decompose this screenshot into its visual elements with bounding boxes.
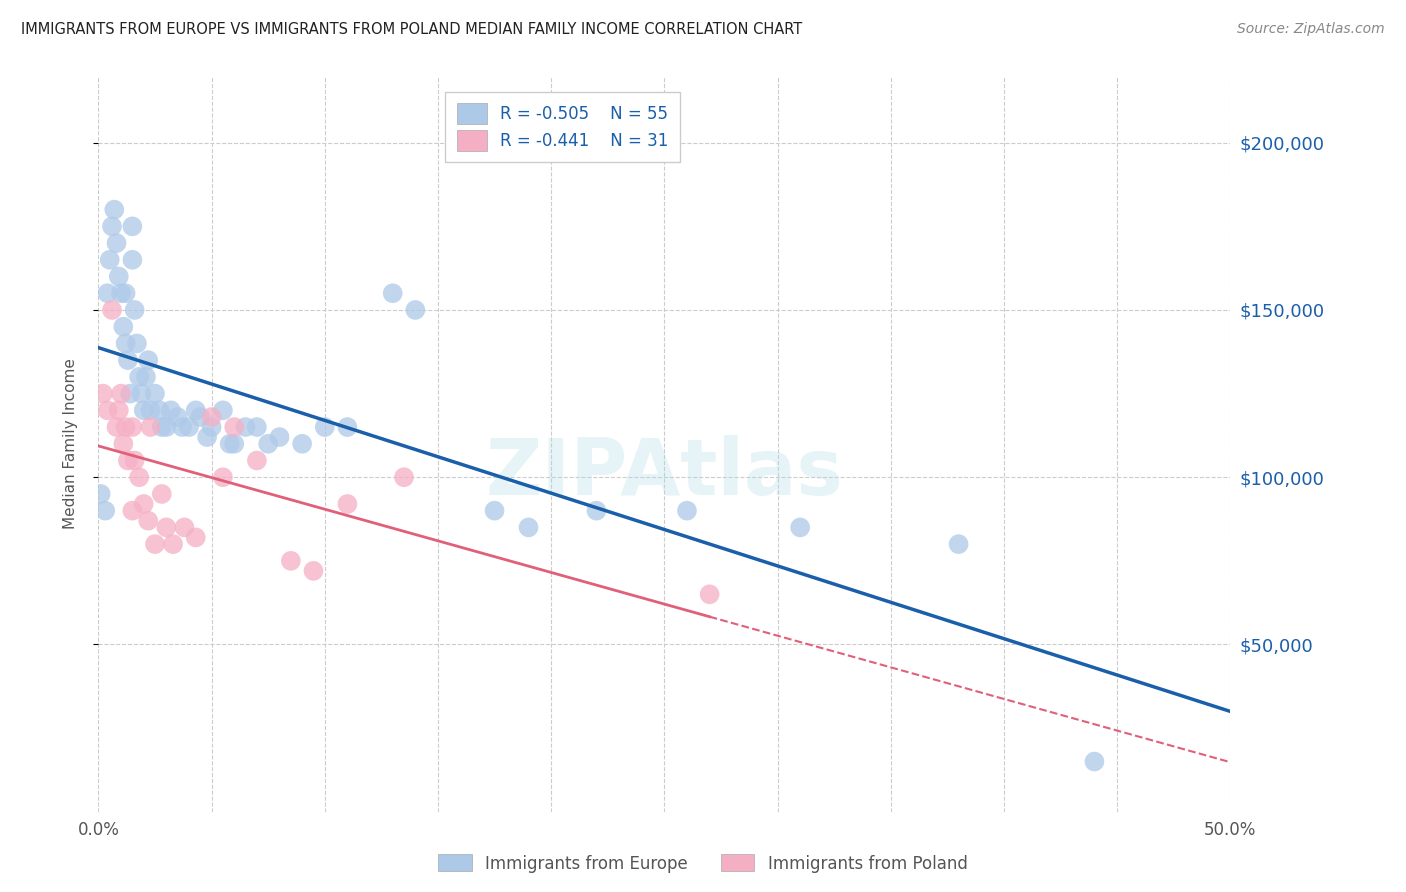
Point (235, 420, 257, 434)
Point (101, 303, 124, 318)
Point (246, 453, 269, 467)
Point (136, 353, 159, 368)
Point (155, 520, 177, 534)
Point (224, 420, 246, 434)
Point (257, 436, 280, 450)
Point (173, 520, 195, 534)
Point (132, 497, 155, 511)
Text: ZIPAtlas: ZIPAtlas (485, 435, 844, 511)
Point (120, 386, 142, 401)
Point (160, 403, 183, 417)
Point (224, 436, 246, 450)
Point (110, 286, 132, 301)
Point (139, 420, 162, 434)
Point (392, 470, 415, 484)
Point (177, 420, 200, 434)
Point (404, 303, 426, 318)
Point (128, 369, 150, 384)
Point (148, 403, 170, 417)
Point (136, 514, 159, 528)
Point (150, 420, 173, 434)
Text: Source: ZipAtlas.com: Source: ZipAtlas.com (1237, 22, 1385, 37)
Point (150, 487, 173, 501)
Point (91, 386, 114, 401)
Point (96, 403, 118, 417)
Point (269, 430, 291, 444)
Point (114, 286, 136, 301)
Point (676, 503, 699, 517)
Point (184, 403, 207, 417)
Point (336, 420, 359, 434)
Point (121, 252, 143, 267)
Point (172, 420, 194, 434)
Point (132, 403, 155, 417)
Point (114, 420, 136, 434)
Point (112, 436, 135, 450)
Point (336, 497, 359, 511)
Point (124, 303, 146, 318)
Point (212, 403, 235, 417)
Point (246, 420, 269, 434)
Point (139, 403, 162, 417)
Point (188, 410, 211, 425)
Point (121, 503, 143, 517)
Point (101, 219, 124, 234)
Point (184, 530, 207, 544)
Point (117, 453, 139, 467)
Point (117, 353, 139, 368)
Point (98, 252, 121, 267)
Point (212, 470, 235, 484)
Point (105, 235, 128, 250)
Point (948, 537, 970, 551)
Point (195, 430, 218, 444)
Point (291, 436, 314, 450)
Point (201, 420, 224, 434)
Point (166, 410, 188, 425)
Point (143, 537, 166, 551)
Point (381, 286, 404, 301)
Point (114, 336, 136, 351)
Point (121, 420, 143, 434)
Point (90, 487, 112, 501)
Point (135, 369, 157, 384)
Point (699, 587, 721, 601)
Point (585, 503, 607, 517)
Point (125, 336, 148, 351)
Point (112, 319, 135, 334)
Point (218, 436, 240, 450)
Point (280, 554, 302, 568)
Y-axis label: Median Family Income: Median Family Income (63, 359, 77, 529)
Point (162, 537, 184, 551)
Legend: Immigrants from Europe, Immigrants from Poland: Immigrants from Europe, Immigrants from … (432, 847, 974, 880)
Point (107, 403, 129, 417)
Point (105, 420, 128, 434)
Point (143, 386, 166, 401)
Point (96, 286, 118, 301)
Point (124, 453, 146, 467)
Point (302, 564, 325, 578)
Point (314, 420, 336, 434)
Point (110, 386, 132, 401)
Point (131, 386, 153, 401)
Point (121, 219, 143, 234)
Point (107, 269, 129, 284)
Point (789, 520, 811, 534)
Point (201, 410, 224, 425)
Legend: R = -0.505    N = 55, R = -0.441    N = 31: R = -0.505 N = 55, R = -0.441 N = 31 (444, 92, 681, 162)
Point (484, 503, 506, 517)
Text: IMMIGRANTS FROM EUROPE VS IMMIGRANTS FROM POLAND MEDIAN FAMILY INCOME CORRELATIO: IMMIGRANTS FROM EUROPE VS IMMIGRANTS FRO… (21, 22, 803, 37)
Point (517, 520, 540, 534)
Point (1083, 755, 1105, 769)
Point (155, 420, 177, 434)
Point (103, 202, 125, 217)
Point (94, 503, 117, 517)
Point (128, 470, 150, 484)
